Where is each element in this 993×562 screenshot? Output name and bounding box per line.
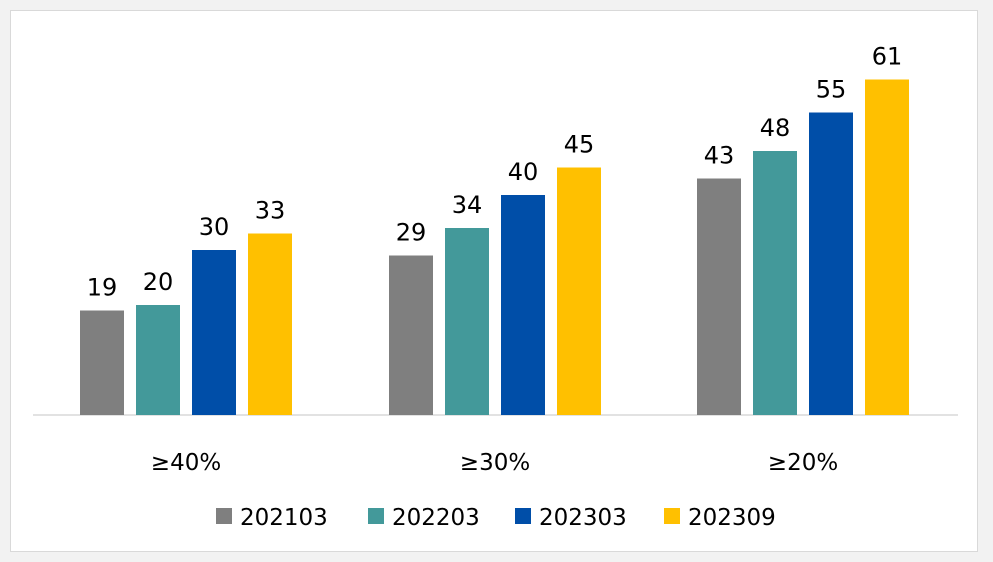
data-label-202203-0: 20	[143, 268, 174, 296]
data-labels-group: 19 20 30 33 29 34 40 45 43 48 55 61	[87, 43, 903, 302]
data-label-202309-0: 33	[255, 197, 286, 225]
category-labels-group: ≥40% ≥30% ≥20%	[151, 450, 838, 476]
data-label-202103-2: 43	[704, 142, 735, 170]
data-label-202203-1: 34	[452, 191, 483, 219]
bar-202103-1	[389, 255, 433, 415]
legend-label-202103: 202103	[240, 505, 328, 531]
legend-label-202309: 202309	[688, 505, 776, 531]
bar-202309-0	[248, 233, 292, 415]
data-label-202309-1: 45	[564, 131, 595, 159]
bars-group	[80, 79, 909, 415]
category-label-1: ≥30%	[460, 450, 530, 476]
bar-202303-2	[809, 112, 853, 415]
bar-202303-1	[501, 195, 545, 415]
category-label-2: ≥20%	[768, 450, 838, 476]
legend-label-202203: 202203	[392, 505, 480, 531]
bar-202103-0	[80, 310, 124, 415]
legend: 202103 202203 202303 202309	[216, 505, 776, 531]
bar-202203-2	[753, 151, 797, 415]
data-label-202103-0: 19	[87, 274, 118, 302]
bar-202309-2	[865, 79, 909, 415]
data-label-202309-2: 61	[872, 43, 903, 71]
bar-202103-2	[697, 178, 741, 415]
legend-swatch-202309	[664, 508, 680, 524]
data-label-202303-1: 40	[508, 158, 539, 186]
data-label-202303-0: 30	[199, 213, 230, 241]
bar-202203-0	[136, 305, 180, 415]
data-label-202203-2: 48	[760, 114, 791, 142]
legend-swatch-202303	[515, 508, 531, 524]
data-label-202303-2: 55	[816, 76, 847, 104]
category-label-0: ≥40%	[151, 450, 221, 476]
bar-202203-1	[445, 228, 489, 415]
legend-label-202303: 202303	[539, 505, 627, 531]
legend-swatch-202203	[368, 508, 384, 524]
bar-202303-0	[192, 250, 236, 415]
bar-202309-1	[557, 167, 601, 415]
data-label-202103-1: 29	[396, 219, 427, 247]
legend-swatch-202103	[216, 508, 232, 524]
